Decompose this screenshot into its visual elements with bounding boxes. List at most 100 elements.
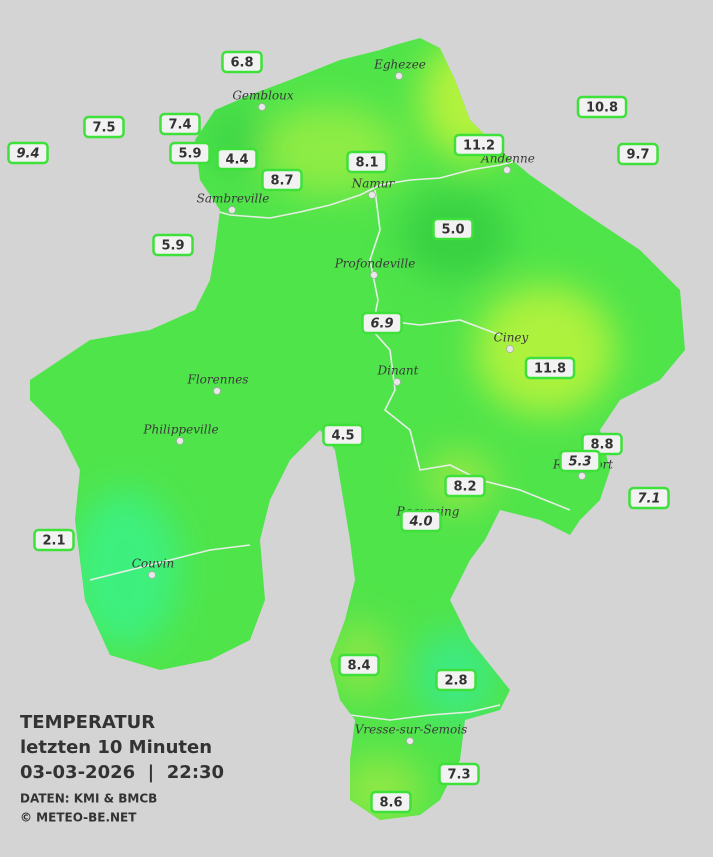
city-label: Philippeville (142, 423, 218, 437)
station-value: 6.8 (230, 56, 253, 71)
station: 5.0 (432, 217, 474, 241)
station-box (559, 449, 601, 473)
river (194, 159, 521, 219)
station-value: 2.1 (42, 534, 65, 549)
station: 7.1 (628, 486, 670, 510)
city-dot (506, 345, 514, 353)
warm-area (335, 755, 425, 820)
station-box (7, 141, 49, 165)
station-box (338, 653, 380, 677)
legend-source: DATEN: KMI & BMCB (20, 792, 157, 806)
station: 2.8 (435, 668, 477, 692)
station-value: 8.6 (379, 796, 402, 811)
station: 4.5 (322, 423, 364, 447)
station: 7.3 (438, 762, 480, 786)
station: 4.0 (400, 509, 442, 533)
station: 5.9 (169, 141, 211, 165)
city-label: Eghezee (373, 58, 426, 72)
station-value: 8.4 (347, 659, 370, 674)
river (349, 704, 501, 721)
city-label: Couvin (132, 557, 174, 571)
city-dot (503, 166, 511, 174)
city-label: Profondeville (334, 257, 416, 271)
station-box (346, 150, 388, 174)
station-box (524, 356, 576, 380)
station: 7.5 (83, 115, 125, 139)
city-label: Dinant (377, 364, 419, 378)
station-value: 7.5 (92, 121, 115, 136)
station: 4.4 (216, 147, 258, 171)
station-value: 8.1 (355, 156, 378, 171)
station-box (216, 147, 258, 171)
city-dot (395, 72, 403, 80)
station: 8.2 (444, 474, 486, 498)
station-box (370, 790, 412, 814)
station: 9.4 (7, 141, 49, 165)
legend: TEMPERATUR letzten 10 Minuten 03-03-2026… (20, 712, 224, 825)
station: 11.2 (453, 133, 505, 157)
station-value: 4.5 (331, 429, 354, 444)
station-box (361, 311, 403, 335)
city-dot (406, 737, 414, 745)
station: 8.1 (346, 150, 388, 174)
city-dot (368, 191, 376, 199)
station: 6.9 (361, 311, 403, 335)
city-dot (176, 437, 184, 445)
station-value: 9.7 (626, 148, 649, 163)
station-value: 5.9 (178, 147, 201, 162)
station-box (435, 668, 477, 692)
station-box (221, 50, 263, 74)
station-value: 5.0 (441, 223, 464, 238)
station: 10.8 (576, 95, 628, 119)
legend-subtitle: letzten 10 Minuten (20, 737, 212, 758)
city-dot (213, 387, 221, 395)
station: 8.4 (338, 653, 380, 677)
legend-datetime: 03-03-2026 | 22:30 (20, 762, 224, 783)
station-box (444, 474, 486, 498)
legend-title: TEMPERATUR (20, 712, 155, 733)
station-value: 2.8 (444, 674, 467, 689)
station: 6.8 (221, 50, 263, 74)
station-box (453, 133, 505, 157)
city-dot (148, 571, 156, 579)
city-label: Ciney (494, 331, 529, 345)
stations: 6.8 7.5 7.4 9.4 5.9 4.4 8.7 8.1 11.2 10.8 9.7 5.9 5.… (7, 50, 670, 814)
station-box (322, 423, 364, 447)
station-value: 7.1 (637, 492, 660, 507)
cold-area (70, 490, 180, 650)
station-box (152, 233, 194, 257)
city-dot (370, 271, 378, 279)
legend-copyright: © METEO-BE.NET (20, 811, 137, 825)
station: 7.4 (159, 112, 201, 136)
station: 5.3 (559, 449, 601, 473)
city-label: Sambreville (197, 192, 270, 206)
station: 8.6 (370, 790, 412, 814)
station-value: 5.3 (568, 455, 591, 470)
station-box (617, 142, 659, 166)
warm-area (475, 285, 615, 415)
city-dot (228, 206, 236, 214)
station-value: 8.8 (590, 438, 613, 453)
station-box (33, 528, 75, 552)
station-value: 4.4 (225, 153, 248, 168)
station-box (261, 168, 303, 192)
station-box (83, 115, 125, 139)
river (89, 544, 251, 581)
station: 8.8 (581, 432, 623, 456)
station-box (159, 112, 201, 136)
city-label: Florennes (187, 373, 249, 387)
station: 9.7 (617, 142, 659, 166)
station-value: 7.4 (168, 118, 191, 133)
station-value: 11.2 (463, 139, 495, 154)
city-label: Namur (351, 177, 396, 191)
station: 11.8 (524, 356, 576, 380)
station: 8.7 (261, 168, 303, 192)
station-value: 6.9 (370, 317, 393, 332)
station-box (438, 762, 480, 786)
station-value: 4.0 (408, 515, 432, 530)
station-box (628, 486, 670, 510)
station-box (169, 141, 211, 165)
city-label: Gembloux (232, 89, 294, 103)
station-value: 10.8 (586, 101, 618, 116)
